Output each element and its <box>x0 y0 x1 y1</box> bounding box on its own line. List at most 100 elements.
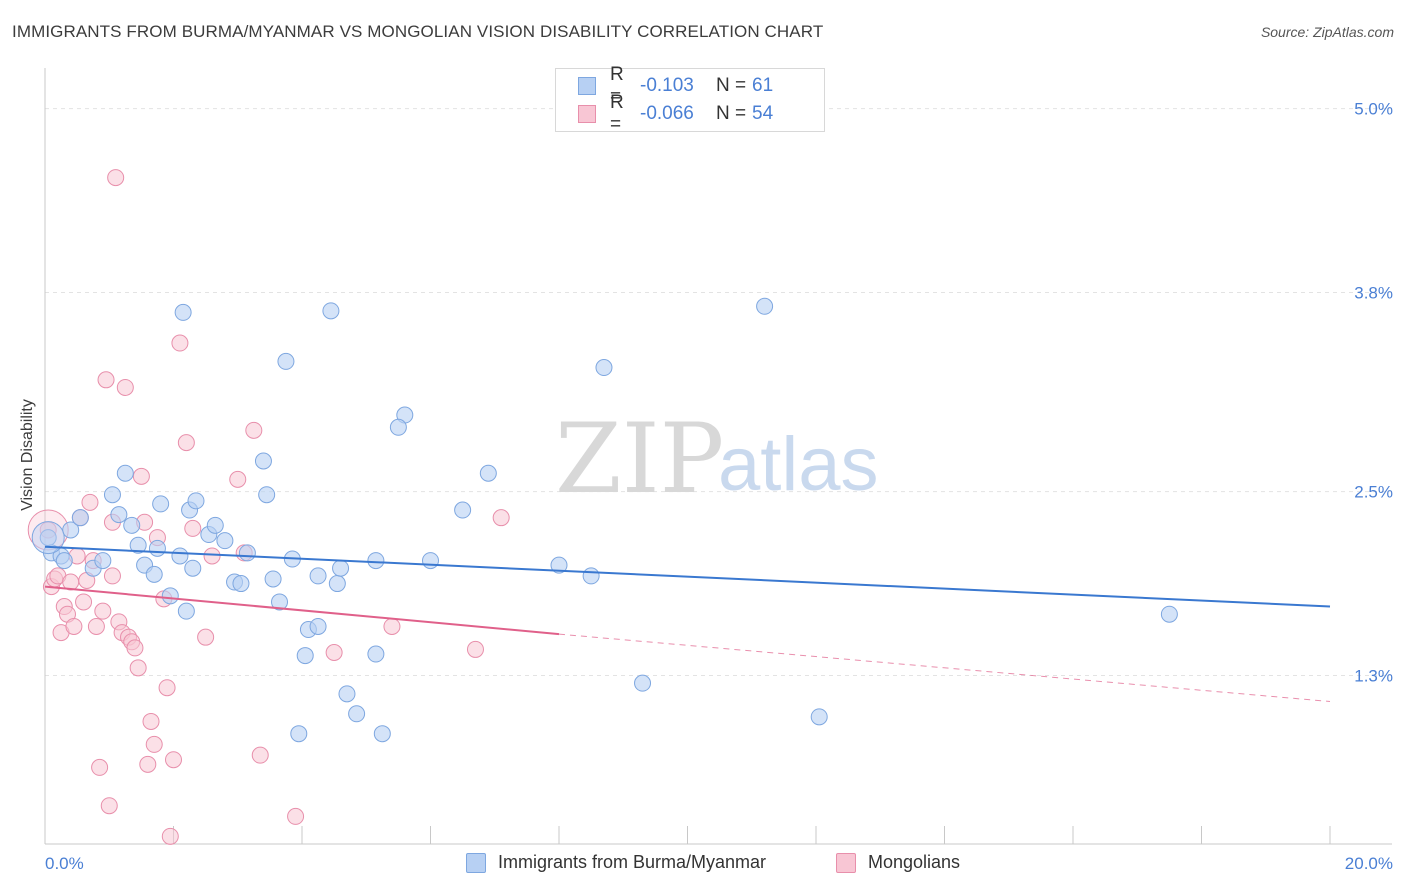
data-point-burma <box>216 532 234 550</box>
y-tick-label: 5.0% <box>1354 100 1393 119</box>
data-point-mongolians <box>107 169 125 187</box>
data-point-burma <box>71 509 89 527</box>
legend-row-burma: R = -0.103 N = 61 <box>578 64 774 107</box>
trend-line-burma <box>44 545 1331 608</box>
data-point-burma <box>290 725 308 743</box>
data-point-mongolians <box>466 640 484 658</box>
data-point-burma <box>296 647 314 665</box>
data-point-burma <box>479 464 497 482</box>
legend-n-label: N = <box>716 75 747 96</box>
legend-swatch-blue <box>578 77 596 95</box>
data-point-burma <box>206 516 224 534</box>
data-point-mongolians <box>91 758 109 776</box>
data-point-burma <box>110 506 128 524</box>
data-point-mongolians <box>171 334 189 352</box>
data-point-mongolians <box>126 639 144 657</box>
data-point-mongolians <box>165 751 182 769</box>
data-point-burma <box>116 464 134 482</box>
data-point-burma <box>177 602 195 620</box>
legend-n-value: 61 <box>752 75 774 96</box>
data-point-burma <box>277 352 295 370</box>
data-point-mongolians <box>81 493 99 511</box>
data-point-burma <box>454 501 472 519</box>
legend-swatch-pink <box>836 852 856 873</box>
data-point-mongolians <box>103 567 121 585</box>
watermark-zip: ZIP <box>555 403 724 515</box>
data-point-burma <box>1160 605 1178 623</box>
legend-label-burma: Immigrants from Burma/Myanmar <box>498 852 767 872</box>
legend-n-label: N = <box>716 103 747 124</box>
data-point-burma <box>254 452 272 470</box>
data-point-mongolians <box>116 378 134 396</box>
legend-label-mongolians: Mongolians <box>868 852 961 872</box>
data-point-mongolians <box>142 712 160 730</box>
data-point-mongolians <box>94 602 112 620</box>
series-legend: Immigrants from Burma/Myanmar Mongolians <box>0 852 1406 878</box>
legend-n-value: 54 <box>752 103 774 124</box>
data-point-burma <box>309 617 327 635</box>
data-point-burma <box>595 359 613 377</box>
data-point-burma <box>634 674 652 692</box>
data-point-mongolians <box>129 659 147 677</box>
data-point-burma <box>332 559 350 577</box>
data-point-burma <box>367 645 385 663</box>
data-point-mongolians <box>184 519 202 537</box>
legend-item-burma[interactable]: Immigrants from Burma/Myanmar <box>466 852 766 873</box>
data-point-mongolians <box>132 467 150 485</box>
data-point-mongolians <box>325 644 343 661</box>
trend-lines <box>44 545 1331 703</box>
data-point-burma <box>238 544 256 562</box>
data-point-mongolians <box>97 371 115 389</box>
data-point-burma <box>152 495 170 513</box>
data-point-burma <box>373 725 391 743</box>
data-point-mongolians <box>100 797 118 815</box>
data-point-mongolians <box>251 746 269 764</box>
data-point-burma <box>367 552 385 570</box>
legend-r-label: R = <box>610 92 624 135</box>
x-tick-label: 20.0% <box>1345 854 1393 873</box>
series-mongolians <box>27 169 510 845</box>
data-point-burma <box>258 486 276 504</box>
x-tick-label: 0.0% <box>45 854 84 873</box>
data-point-mongolians <box>245 421 263 439</box>
chart-title: IMMIGRANTS FROM BURMA/MYANMAR VS MONGOLI… <box>12 22 824 41</box>
data-point-mongolians <box>383 617 401 635</box>
data-point-mongolians <box>158 679 176 697</box>
data-point-burma <box>232 575 250 593</box>
legend-r-label: R = <box>610 64 624 107</box>
data-point-burma <box>389 418 407 436</box>
data-point-burma-cluster <box>31 521 65 555</box>
y-tick-label: 1.3% <box>1354 666 1393 685</box>
data-point-burma <box>322 302 340 320</box>
data-point-burma <box>550 556 568 574</box>
data-point-burma <box>94 552 112 570</box>
watermark-atlas: atlas <box>718 422 879 507</box>
data-point-burma <box>103 486 121 504</box>
data-point-burma <box>582 567 600 585</box>
data-point-burma <box>129 536 147 554</box>
stats-legend: R = -0.103 N = 61 R = -0.066 N = 54 <box>555 64 825 135</box>
data-point-mongolians <box>177 434 195 452</box>
data-point-burma <box>148 539 166 557</box>
data-point-burma <box>756 297 774 315</box>
data-point-mongolians <box>161 827 179 845</box>
data-point-mongolians <box>139 755 157 773</box>
data-point-burma <box>271 593 289 611</box>
data-point-mongolians <box>203 547 221 565</box>
legend-r-value: -0.066 <box>640 103 694 124</box>
data-point-mongolians <box>229 470 247 488</box>
data-point-burma <box>338 685 356 703</box>
source-label: Source: ZipAtlas.com <box>1260 24 1394 40</box>
data-point-burma <box>161 587 179 605</box>
data-point-burma <box>55 552 73 570</box>
legend-item-mongolians[interactable]: Mongolians <box>836 852 960 873</box>
y-tick-label: 3.8% <box>1354 283 1393 302</box>
data-point-mongolians <box>65 617 83 635</box>
legend-swatch-pink <box>578 105 596 123</box>
tick-labels: 1.3% 2.5% 3.8% 5.0% 0.0% 20.0% <box>45 100 1393 873</box>
trend-line-mongolians-extension <box>558 633 1331 703</box>
data-point-burma <box>348 705 366 723</box>
data-point-mongolians <box>145 735 163 753</box>
data-point-burma <box>145 565 163 583</box>
